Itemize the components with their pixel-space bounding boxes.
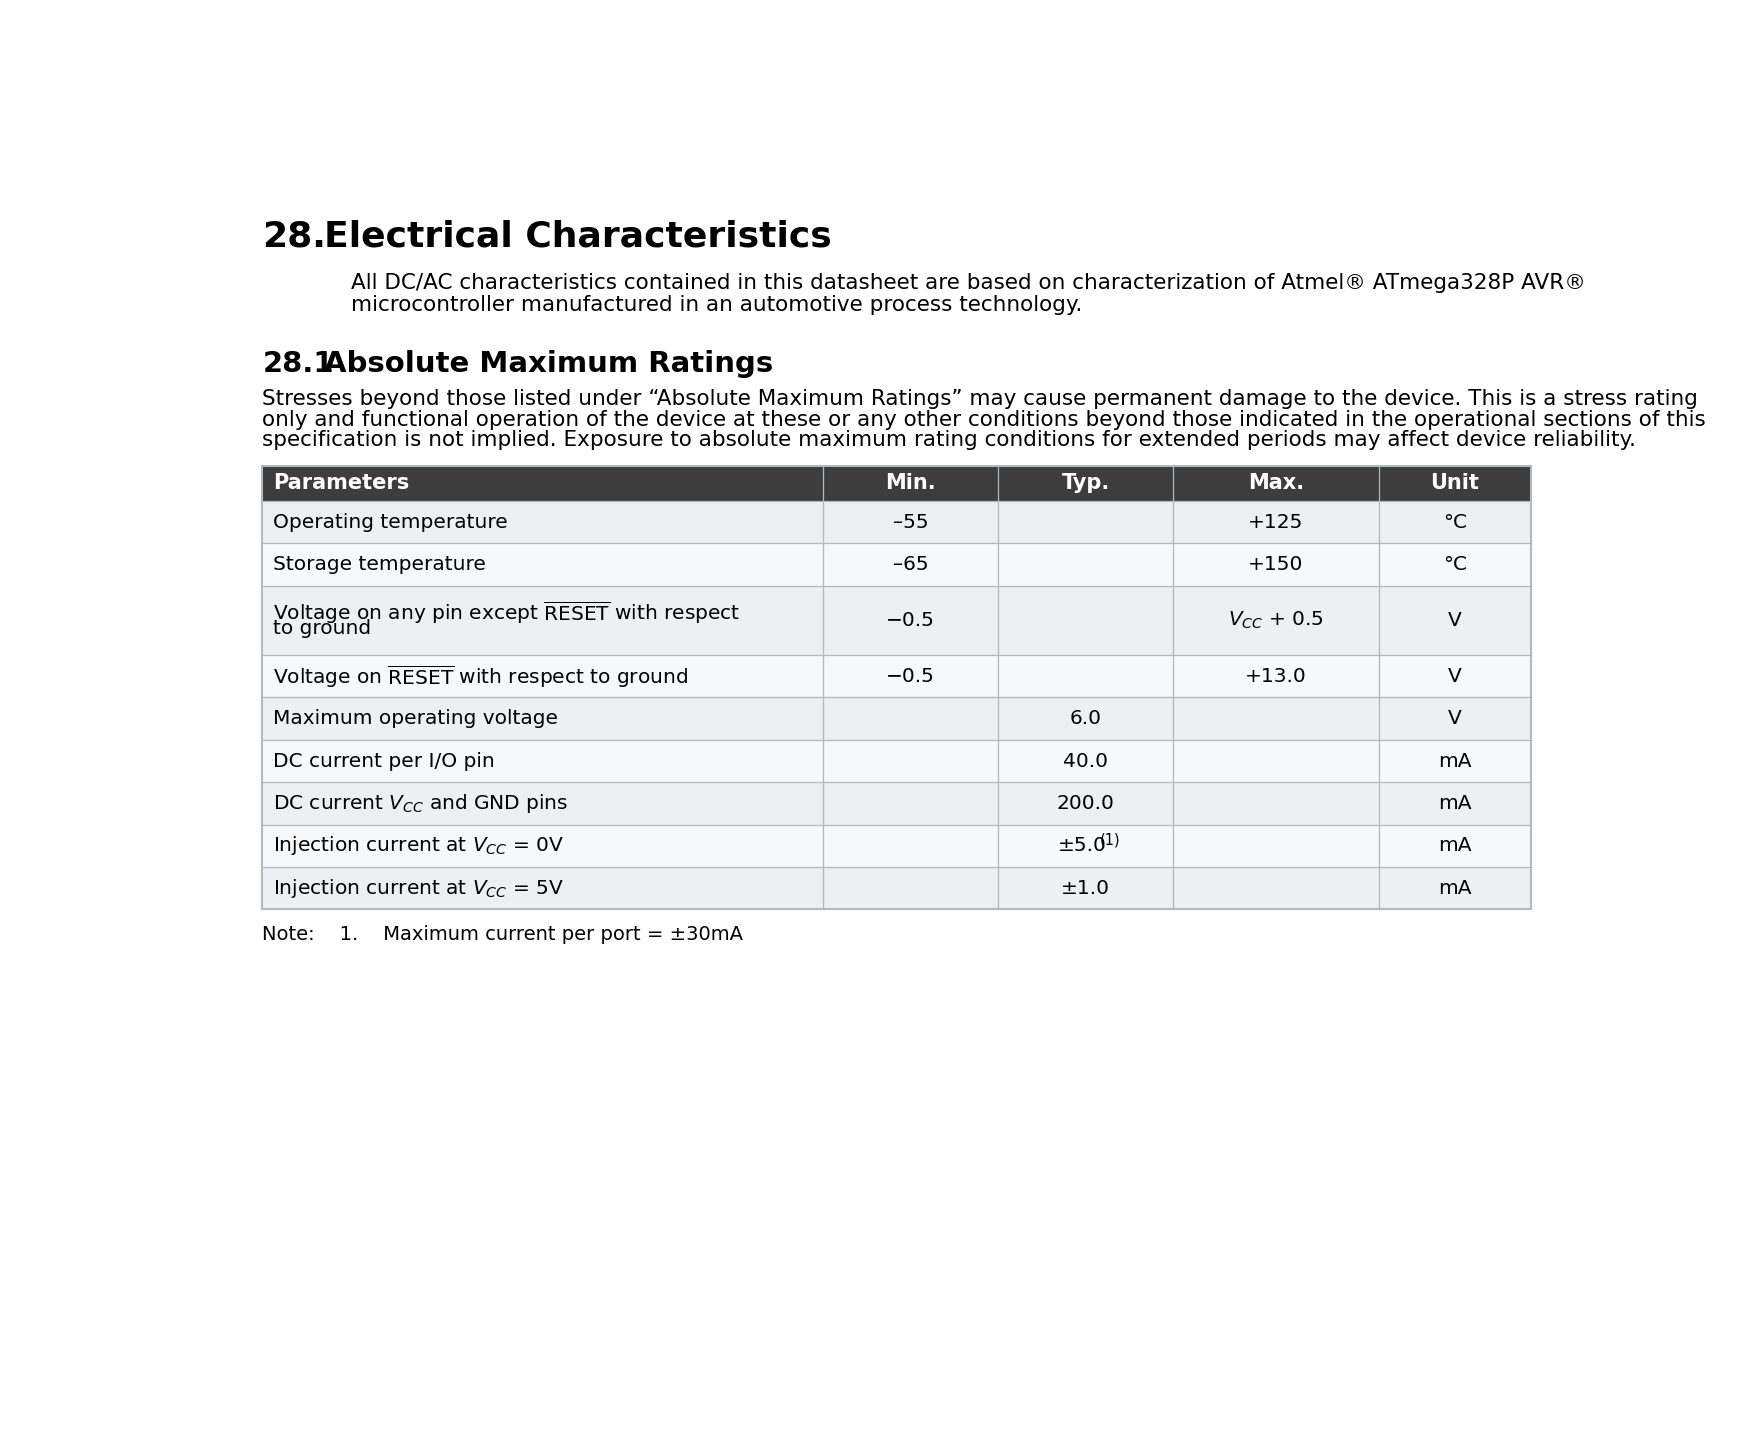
Bar	[263, 543, 1530, 585]
Text: 6.0: 6.0	[1069, 709, 1103, 729]
Bar	[263, 740, 1530, 782]
Text: Injection current at $V_{CC}$ = 0V: Injection current at $V_{CC}$ = 0V	[273, 835, 565, 858]
Text: −0.5: −0.5	[887, 611, 936, 630]
Bar	[263, 465, 1530, 501]
Text: Min.: Min.	[885, 474, 936, 494]
Text: –65: –65	[892, 555, 929, 574]
Text: Stresses beyond those listed under “Absolute Maximum Ratings” may cause permanen: Stresses beyond those listed under “Abso…	[263, 388, 1699, 409]
Bar	[263, 655, 1530, 697]
Text: Maximum operating voltage: Maximum operating voltage	[273, 709, 558, 729]
Text: Injection current at $V_{CC}$ = 5V: Injection current at $V_{CC}$ = 5V	[273, 877, 565, 900]
Text: (1): (1)	[1099, 832, 1120, 848]
Text: Typ.: Typ.	[1061, 474, 1109, 494]
Text: Electrical Characteristics: Electrical Characteristics	[325, 219, 831, 254]
Text: Voltage on $\overline{\mathrm{RESET}}$ with respect to ground: Voltage on $\overline{\mathrm{RESET}}$ w…	[273, 662, 689, 690]
Text: Storage temperature: Storage temperature	[273, 555, 485, 574]
Text: $V_{CC}$ + 0.5: $V_{CC}$ + 0.5	[1228, 610, 1323, 632]
Text: 28.1: 28.1	[263, 351, 334, 378]
Text: to ground: to ground	[273, 620, 372, 639]
Text: 200.0: 200.0	[1057, 794, 1115, 813]
Text: +150: +150	[1249, 555, 1304, 574]
Text: mA: mA	[1438, 878, 1471, 897]
Bar	[263, 782, 1530, 824]
Text: +125: +125	[1249, 513, 1304, 532]
Bar	[263, 867, 1530, 909]
Text: microcontroller manufactured in an automotive process technology.: microcontroller manufactured in an autom…	[351, 294, 1083, 314]
Bar	[263, 824, 1530, 867]
Text: +13.0: +13.0	[1245, 667, 1308, 685]
Text: Max.: Max.	[1249, 474, 1304, 494]
Text: V: V	[1449, 709, 1462, 729]
Bar	[263, 465, 1530, 909]
Text: mA: mA	[1438, 836, 1471, 855]
Text: Operating temperature: Operating temperature	[273, 513, 508, 532]
Text: Note:    1.    Maximum current per port = ±30mA: Note: 1. Maximum current per port = ±30m…	[263, 924, 743, 943]
Bar	[263, 585, 1530, 655]
Text: V: V	[1449, 611, 1462, 630]
Text: DC current $V_{CC}$ and GND pins: DC current $V_{CC}$ and GND pins	[273, 791, 569, 814]
Text: DC current per I/O pin: DC current per I/O pin	[273, 752, 496, 771]
Text: Unit: Unit	[1431, 474, 1480, 494]
Bar	[263, 697, 1530, 740]
Text: 40.0: 40.0	[1063, 752, 1108, 771]
Text: –55: –55	[892, 513, 929, 532]
Text: ±5.0: ±5.0	[1057, 836, 1108, 855]
Text: °C: °C	[1443, 555, 1468, 574]
Bar	[263, 501, 1530, 543]
Text: Parameters: Parameters	[273, 474, 409, 494]
Text: specification is not implied. Exposure to absolute maximum rating conditions for: specification is not implied. Exposure t…	[263, 430, 1636, 451]
Text: °C: °C	[1443, 513, 1468, 532]
Text: Voltage on any pin except $\overline{\mathrm{RESET}}$ with respect: Voltage on any pin except $\overline{\ma…	[273, 598, 741, 626]
Text: −0.5: −0.5	[887, 667, 936, 685]
Text: V: V	[1449, 667, 1462, 685]
Text: ±1.0: ±1.0	[1061, 878, 1109, 897]
Text: All DC/AC characteristics contained in this datasheet are based on characterizat: All DC/AC characteristics contained in t…	[351, 274, 1586, 293]
Text: mA: mA	[1438, 794, 1471, 813]
Text: mA: mA	[1438, 752, 1471, 771]
Text: Absolute Maximum Ratings: Absolute Maximum Ratings	[325, 351, 774, 378]
Text: 28.: 28.	[263, 219, 327, 254]
Text: only and functional operation of the device at these or any other conditions bey: only and functional operation of the dev…	[263, 410, 1706, 429]
